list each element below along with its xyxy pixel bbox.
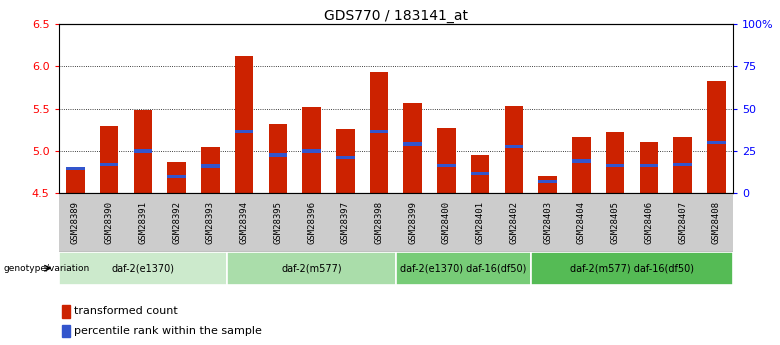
Bar bbox=[707, 81, 725, 193]
Bar bbox=[497, 193, 530, 252]
Text: GSM28394: GSM28394 bbox=[239, 201, 249, 244]
Bar bbox=[328, 193, 362, 252]
Bar bbox=[133, 109, 152, 193]
Bar bbox=[66, 170, 85, 193]
Bar bbox=[370, 72, 388, 193]
Bar bbox=[673, 137, 692, 193]
Bar bbox=[430, 193, 463, 252]
Text: percentile rank within the sample: percentile rank within the sample bbox=[73, 326, 261, 336]
Bar bbox=[572, 159, 590, 163]
Bar bbox=[362, 193, 396, 252]
Bar bbox=[471, 172, 490, 176]
Bar bbox=[403, 142, 422, 146]
Text: GSM28400: GSM28400 bbox=[442, 201, 451, 244]
Text: GSM28401: GSM28401 bbox=[476, 201, 484, 244]
Bar bbox=[160, 193, 193, 252]
Bar bbox=[538, 176, 557, 193]
Bar bbox=[133, 149, 152, 152]
Bar bbox=[403, 103, 422, 193]
Bar bbox=[598, 193, 632, 252]
Bar bbox=[632, 193, 665, 252]
Bar bbox=[227, 252, 396, 285]
Text: GSM28392: GSM28392 bbox=[172, 201, 181, 244]
Text: GSM28396: GSM28396 bbox=[307, 201, 316, 244]
Bar bbox=[295, 193, 328, 252]
Bar bbox=[673, 163, 692, 166]
Bar bbox=[268, 154, 287, 157]
Bar bbox=[66, 167, 85, 170]
Bar bbox=[201, 147, 220, 193]
Text: daf-2(m577) daf-16(df50): daf-2(m577) daf-16(df50) bbox=[570, 263, 694, 273]
Text: GSM28393: GSM28393 bbox=[206, 201, 215, 244]
Bar bbox=[235, 130, 254, 133]
Text: GSM28403: GSM28403 bbox=[543, 201, 552, 244]
Text: daf-2(e1370): daf-2(e1370) bbox=[112, 263, 175, 273]
Bar bbox=[58, 252, 227, 285]
Bar bbox=[370, 130, 388, 133]
Text: genotype/variation: genotype/variation bbox=[4, 264, 90, 273]
Bar bbox=[261, 193, 295, 252]
Bar bbox=[463, 193, 497, 252]
Text: GSM28408: GSM28408 bbox=[712, 201, 721, 244]
Bar bbox=[700, 193, 733, 252]
Bar bbox=[336, 156, 355, 159]
Bar bbox=[530, 193, 565, 252]
Text: daf-2(m577): daf-2(m577) bbox=[282, 263, 342, 273]
Bar bbox=[302, 149, 321, 152]
Text: transformed count: transformed count bbox=[73, 306, 177, 316]
Text: GSM28391: GSM28391 bbox=[138, 201, 147, 244]
Bar bbox=[640, 164, 658, 167]
Text: GSM28402: GSM28402 bbox=[509, 201, 519, 244]
Bar bbox=[530, 252, 733, 285]
Bar bbox=[92, 193, 126, 252]
Bar bbox=[538, 180, 557, 183]
Bar bbox=[126, 193, 160, 252]
Bar bbox=[437, 164, 456, 167]
Bar bbox=[396, 193, 430, 252]
Bar bbox=[100, 163, 119, 166]
Bar bbox=[505, 106, 523, 193]
Text: GSM28406: GSM28406 bbox=[644, 201, 654, 244]
Bar bbox=[62, 305, 70, 317]
Text: GSM28404: GSM28404 bbox=[577, 201, 586, 244]
Bar bbox=[100, 126, 119, 193]
Bar bbox=[336, 129, 355, 193]
Bar bbox=[167, 175, 186, 178]
Bar bbox=[58, 193, 92, 252]
Text: GSM28398: GSM28398 bbox=[374, 201, 384, 244]
Text: GSM28399: GSM28399 bbox=[408, 201, 417, 244]
Text: GSM28390: GSM28390 bbox=[105, 201, 114, 244]
Bar bbox=[666, 193, 700, 252]
Bar bbox=[572, 137, 590, 193]
Bar bbox=[227, 193, 261, 252]
Text: GSM28395: GSM28395 bbox=[273, 201, 282, 244]
Bar bbox=[606, 164, 625, 167]
Bar bbox=[565, 193, 598, 252]
Bar bbox=[471, 155, 490, 193]
Text: GSM28397: GSM28397 bbox=[341, 201, 349, 244]
Bar bbox=[396, 252, 530, 285]
Bar bbox=[302, 107, 321, 193]
Text: GSM28389: GSM28389 bbox=[71, 201, 80, 244]
Bar bbox=[437, 128, 456, 193]
Bar bbox=[62, 325, 70, 337]
Bar bbox=[193, 193, 227, 252]
Text: daf-2(e1370) daf-16(df50): daf-2(e1370) daf-16(df50) bbox=[400, 263, 526, 273]
Bar bbox=[167, 162, 186, 193]
Bar bbox=[707, 141, 725, 144]
Bar bbox=[235, 56, 254, 193]
Bar bbox=[268, 124, 287, 193]
Bar bbox=[606, 132, 625, 193]
Text: GSM28407: GSM28407 bbox=[678, 201, 687, 244]
Bar bbox=[201, 165, 220, 168]
Title: GDS770 / 183141_at: GDS770 / 183141_at bbox=[324, 9, 468, 23]
Text: GSM28405: GSM28405 bbox=[611, 201, 619, 244]
Bar bbox=[640, 142, 658, 193]
Bar bbox=[505, 145, 523, 148]
